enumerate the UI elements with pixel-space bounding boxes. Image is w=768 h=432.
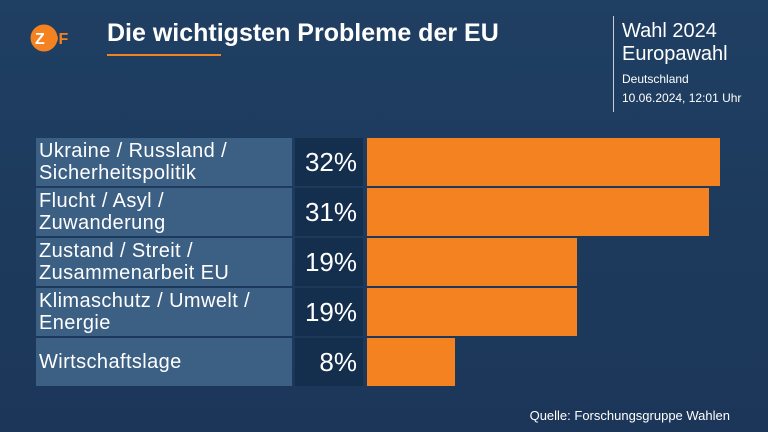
election-datetime: 10.06.2024, 12:01 Uhr	[622, 91, 742, 105]
category-label: Flucht / Asyl / Zuwanderung	[36, 188, 292, 236]
category-label: Wirtschaftslage	[36, 338, 292, 386]
category-label: Zustand / Streit / Zusammenarbeit EU	[36, 238, 292, 286]
election-type: Europawahl	[622, 43, 728, 65]
svg-text:Z: Z	[35, 31, 45, 48]
data-label: 19%	[295, 288, 363, 336]
bar	[367, 338, 455, 386]
svg-text:DF: DF	[47, 31, 69, 48]
category-label: Klimaschutz / Umwelt / Energie	[36, 288, 292, 336]
data-label: 32%	[295, 138, 363, 186]
data-label: 19%	[295, 238, 363, 286]
bar	[367, 288, 577, 336]
data-label: 8%	[295, 338, 363, 386]
bar	[367, 238, 577, 286]
page-title: Die wichtigsten Probleme der EU	[107, 19, 499, 47]
bar	[367, 138, 720, 186]
data-label: 31%	[295, 188, 363, 236]
zdf-logo: Z DF	[30, 24, 69, 52]
election-info: Wahl 2024 Europawahl Deutschland 10.06.2…	[622, 20, 741, 108]
title-underline	[107, 54, 221, 56]
header-divider	[613, 16, 614, 112]
election-region: Deutschland	[622, 72, 689, 86]
category-label: Ukraine / Russland / Sicherheitspolitik	[36, 138, 292, 186]
source-note: Quelle: Forschungsgruppe Wahlen	[529, 408, 730, 423]
election-name: Wahl 2024	[622, 20, 717, 42]
bar	[367, 188, 709, 236]
